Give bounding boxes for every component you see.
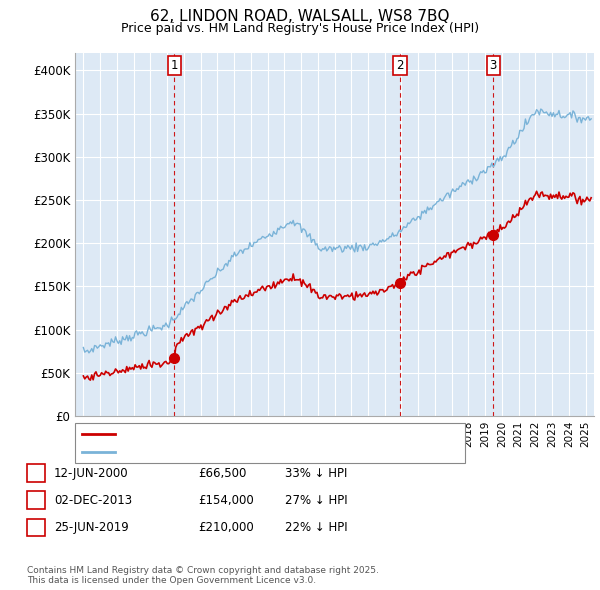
Text: 62, LINDON ROAD, WALSALL, WS8 7BQ: 62, LINDON ROAD, WALSALL, WS8 7BQ [150, 9, 450, 24]
Text: 3: 3 [32, 521, 40, 534]
Text: Contains HM Land Registry data © Crown copyright and database right 2025.
This d: Contains HM Land Registry data © Crown c… [27, 566, 379, 585]
Text: 1: 1 [32, 467, 40, 480]
Text: 33% ↓ HPI: 33% ↓ HPI [285, 467, 347, 480]
Text: 25-JUN-2019: 25-JUN-2019 [54, 521, 129, 534]
Text: 22% ↓ HPI: 22% ↓ HPI [285, 521, 347, 534]
Text: £154,000: £154,000 [198, 494, 254, 507]
Text: 2: 2 [397, 60, 404, 73]
Text: £210,000: £210,000 [198, 521, 254, 534]
Text: Price paid vs. HM Land Registry's House Price Index (HPI): Price paid vs. HM Land Registry's House … [121, 22, 479, 35]
Text: 2: 2 [32, 494, 40, 507]
Text: 02-DEC-2013: 02-DEC-2013 [54, 494, 132, 507]
Text: 27% ↓ HPI: 27% ↓ HPI [285, 494, 347, 507]
Text: 12-JUN-2000: 12-JUN-2000 [54, 467, 128, 480]
Text: 1: 1 [170, 60, 178, 73]
Text: HPI: Average price, detached house, Walsall: HPI: Average price, detached house, Wals… [121, 447, 362, 457]
Text: £66,500: £66,500 [198, 467, 247, 480]
Text: 62, LINDON ROAD, WALSALL, WS8 7BQ (detached house): 62, LINDON ROAD, WALSALL, WS8 7BQ (detac… [121, 430, 436, 440]
Text: 3: 3 [490, 60, 497, 73]
